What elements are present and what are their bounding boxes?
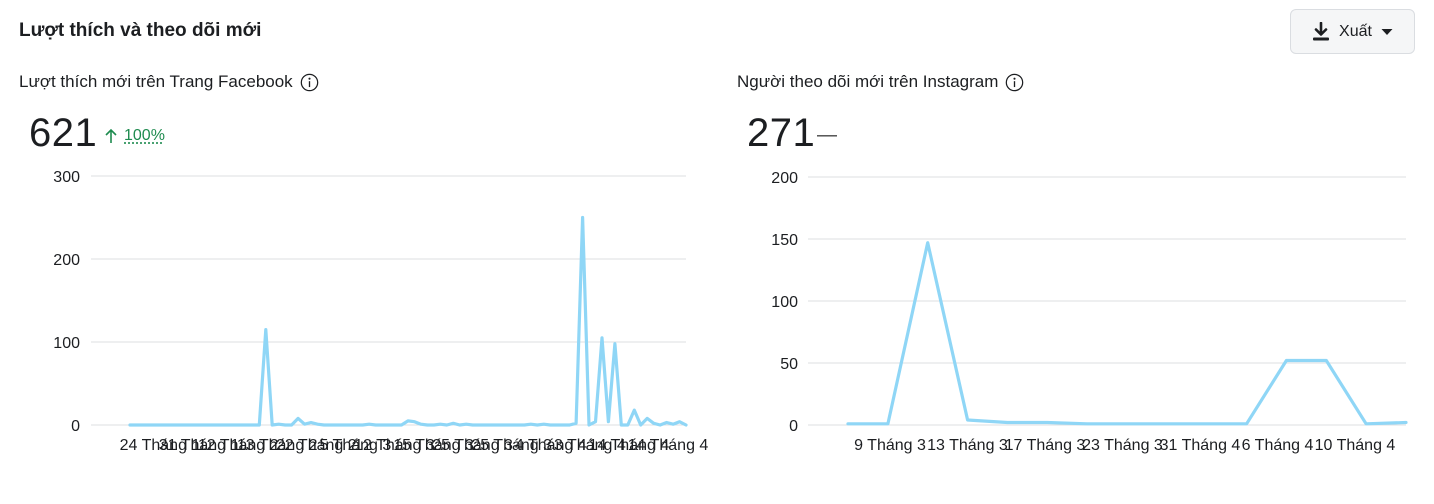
instagram-chart-x-tick-label: 17 Tháng 3 (1005, 437, 1086, 454)
instagram-chart-x-tick-label: 10 Tháng 4 (1315, 437, 1396, 454)
instagram-total: 271 (747, 111, 816, 155)
arrow-up-icon (105, 128, 117, 143)
info-icon[interactable] (300, 73, 319, 92)
download-icon (1313, 21, 1330, 40)
facebook-delta[interactable]: 100% (104, 127, 165, 145)
facebook-chart-x-tick-label: 3 Tháng 4 (554, 437, 626, 454)
instagram-chart-x-tick-label: 6 Tháng 4 (1242, 437, 1314, 454)
facebook-chart-x-tick-label: 25 Tháng 3 (432, 437, 513, 454)
instagram-chart-x-tick-label: 23 Tháng 3 (1082, 437, 1163, 454)
instagram-chart-title-text: Người theo dõi mới trên Instagram (737, 72, 999, 91)
instagram-chart-x-tick-label: 13 Tháng 3 (927, 437, 1008, 454)
instagram-chart-y-tick-label: 50 (780, 356, 798, 373)
info-icon[interactable] (1005, 73, 1024, 92)
facebook-total: 621 (29, 111, 98, 155)
facebook-chart-y-tick-label: 100 (53, 335, 80, 352)
facebook-chart-title-text: Lượt thích mới trên Trang Facebook (19, 72, 293, 91)
facebook-chart-x-tick-label: 22 Tháng 2 (276, 437, 357, 454)
facebook-chart-y-tick-label: 200 (53, 252, 80, 269)
instagram-chart-y-tick-label: 100 (771, 294, 798, 311)
instagram-chart-y-tick-label: 150 (771, 232, 798, 249)
facebook-chart-x-tick-label: 24 Tháng 1 (120, 437, 201, 454)
instagram-chart-x-tick-label: 9 Tháng 3 (854, 437, 926, 454)
facebook-chart-x-tick-label: 13 Tháng 2 (237, 437, 318, 454)
facebook-chart-x-tick-label: 15 Tháng 3 (393, 437, 474, 454)
facebook-chart-x-tick-label: 14 Tháng 4 (589, 437, 670, 454)
facebook-chart-y-tick-label: 0 (71, 418, 80, 435)
facebook-chart-title: Lượt thích mới trên Trang Facebook (19, 72, 319, 92)
instagram-chart-y-tick-label: 0 (789, 418, 798, 435)
instagram-chart-title: Người theo dõi mới trên Instagram (737, 72, 1024, 92)
facebook-chart-x-tick-label: 5 Tháng 3 (320, 437, 392, 454)
export-label: Xuất (1339, 22, 1372, 40)
facebook-chart-x-tick-label: 12 Tháng 3 (354, 437, 435, 454)
facebook-chart-x-tick-label: 12 Tháng 2 (198, 437, 279, 454)
instagram-delta: — (817, 124, 837, 146)
instagram-chart-y-tick-label: 200 (771, 170, 798, 187)
facebook-delta-percent: 100% (124, 127, 165, 144)
export-button[interactable]: Xuất (1290, 9, 1415, 54)
facebook-chart-x-tick-label: 31 Tháng 1 (159, 437, 240, 454)
facebook-chart-x-tick-label: 25 Tháng 3 (471, 437, 552, 454)
facebook-chart-x-tick-label: 14 Tháng 4 (628, 437, 709, 454)
instagram-chart-series-line[interactable] (846, 241, 1408, 426)
facebook-chart-x-tick-label: 4 Tháng 4 (515, 437, 587, 454)
caret-down-icon (1381, 28, 1393, 35)
instagram-chart-x-tick-label: 31 Tháng 4 (1160, 437, 1241, 454)
section-title: Lượt thích và theo dõi mới (19, 20, 262, 41)
facebook-chart-series-line[interactable] (128, 215, 688, 427)
facebook-chart-y-tick-label: 300 (53, 169, 80, 186)
